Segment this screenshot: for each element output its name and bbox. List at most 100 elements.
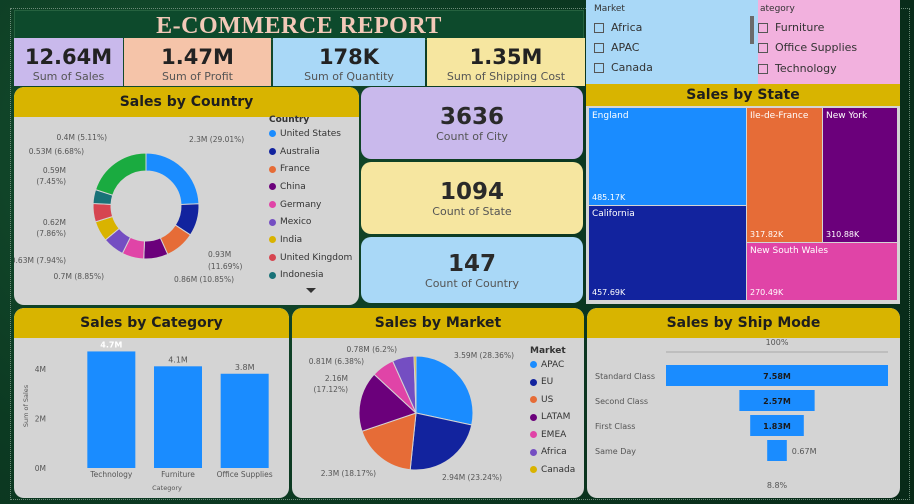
legend-dot bbox=[269, 218, 276, 226]
treemap-tile-england[interactable]: England 485.17K bbox=[589, 108, 746, 205]
count-label: Count of City bbox=[436, 130, 508, 143]
kpi-sum-of-profit[interactable]: 1.47M Sum of Profit bbox=[124, 38, 271, 86]
pie-slice[interactable] bbox=[415, 355, 474, 426]
x-tick-label: Technology bbox=[89, 470, 133, 479]
legend-item[interactable]: Australia bbox=[269, 143, 357, 161]
checkbox[interactable] bbox=[594, 42, 604, 53]
legend-item[interactable]: France bbox=[269, 160, 357, 178]
market-pie-chart[interactable]: 3.59M (28.36%) 2.94M (23.24%) 2.3M (18.17%… bbox=[292, 308, 584, 498]
sales-by-state-panel[interactable]: Sales by State England 485.17K Ile-de-Fr… bbox=[586, 84, 900, 304]
funnel-bar[interactable] bbox=[666, 365, 888, 386]
data-label: 0.86M (10.85%) bbox=[174, 275, 234, 284]
legend-item[interactable]: APAC bbox=[530, 356, 584, 374]
legend-dot bbox=[269, 183, 276, 191]
x-tick-label: Furniture bbox=[161, 470, 195, 479]
count-of-state-card[interactable]: 1094 Count of State bbox=[361, 162, 583, 234]
market-legend: Market APAC EU US LATAM EMEA Africa Canada bbox=[530, 346, 584, 479]
funnel-bar[interactable] bbox=[750, 415, 804, 436]
legend-item[interactable]: Germany bbox=[269, 196, 357, 214]
bar-label: 4.1M bbox=[168, 355, 188, 364]
count-of-country-card[interactable]: 147 Count of Country bbox=[361, 237, 583, 303]
category-bar-chart[interactable]: 4M 2M 0M Sum of Sales 4.7M Technology 4.1M Furn… bbox=[14, 308, 289, 498]
legend-label: Australia bbox=[280, 146, 320, 157]
funnel-bar[interactable] bbox=[739, 390, 815, 411]
treemap-tile-ile-de-france[interactable]: Ile-de-France 317.82K bbox=[747, 108, 822, 242]
treemap-tile-new-york[interactable]: New York 310.88K bbox=[823, 108, 897, 242]
bar[interactable] bbox=[220, 373, 269, 468]
panel-title: Sales by Category bbox=[14, 308, 289, 338]
market-slicer[interactable]: Market Africa APAC Canada bbox=[586, 0, 758, 86]
data-label: 0.62M bbox=[43, 218, 66, 227]
tile-name: New York bbox=[826, 111, 868, 121]
checkbox[interactable] bbox=[594, 22, 604, 33]
legend-item[interactable]: Indonesia bbox=[269, 267, 357, 285]
legend-item[interactable]: EMEA bbox=[530, 426, 584, 444]
slicer-item-furniture[interactable]: Furniture bbox=[758, 21, 824, 34]
sales-by-category-panel[interactable]: Sales by Category 4M 2M 0M Sum of Sales 4.7M… bbox=[14, 308, 289, 498]
legend-dot bbox=[530, 361, 537, 369]
count-value: 147 bbox=[447, 251, 496, 277]
slicer-item-africa[interactable]: Africa bbox=[594, 21, 642, 34]
category-slicer[interactable]: ategory Furniture Office Supplies Techno… bbox=[758, 0, 900, 86]
data-label: 0.4M (5.11%) bbox=[57, 133, 108, 142]
panel-title: Sales by State bbox=[586, 84, 900, 106]
count-of-city-card[interactable]: 3636 Count of City bbox=[361, 87, 583, 159]
tile-value: 317.82K bbox=[750, 230, 784, 239]
sales-by-ship-mode-panel[interactable]: Sales by Ship Mode 100% Standard Class 7.5… bbox=[587, 308, 900, 498]
checkbox[interactable] bbox=[758, 22, 768, 33]
legend-item[interactable]: Africa bbox=[530, 444, 584, 462]
legend-item[interactable]: LATAM bbox=[530, 409, 584, 427]
legend-label: EMEA bbox=[541, 429, 567, 440]
treemap-tile-new-south-wales[interactable]: New South Wales 270.49K bbox=[747, 243, 897, 300]
kpi-sum-of-quantity[interactable]: 178K Sum of Quantity bbox=[273, 38, 425, 86]
tile-value: 485.17K bbox=[592, 193, 626, 202]
treemap-tile-california[interactable]: California 457.69K bbox=[589, 206, 746, 300]
legend-label: United Kingdom bbox=[280, 252, 353, 263]
slicer-header: ategory bbox=[760, 4, 795, 14]
legend-label: Africa bbox=[541, 447, 567, 458]
kpi-sum-of-sales[interactable]: 12.64M Sum of Sales bbox=[14, 38, 123, 86]
donut-slice[interactable] bbox=[145, 152, 200, 206]
checkbox[interactable] bbox=[758, 63, 768, 74]
slicer-item-office-supplies[interactable]: Office Supplies bbox=[758, 41, 857, 54]
legend-item[interactable]: Canada bbox=[530, 461, 584, 479]
slicer-item-label: Furniture bbox=[775, 21, 825, 34]
country-donut-chart[interactable]: 2.3M (29.01%) 0.93M (11.69%) 0.86M (10.85%)… bbox=[14, 87, 359, 305]
checkbox[interactable] bbox=[594, 62, 604, 73]
legend-item[interactable]: US bbox=[530, 391, 584, 409]
legend-label: Germany bbox=[280, 199, 322, 210]
legend-dot bbox=[530, 431, 537, 439]
kpi-value: 1.35M bbox=[469, 45, 543, 69]
legend-item[interactable]: United States bbox=[269, 125, 357, 143]
ship-mode-funnel-chart[interactable]: 100% Standard Class 7.58M Second Class 2.57M… bbox=[587, 308, 900, 498]
bar[interactable] bbox=[87, 351, 136, 468]
legend-item[interactable]: China bbox=[269, 178, 357, 196]
sales-by-market-panel[interactable]: Sales by Market 3.59M (28.36%) 2.94M (23.… bbox=[292, 308, 584, 498]
legend-dot bbox=[269, 165, 276, 173]
slicer-scrollbar[interactable] bbox=[750, 16, 754, 44]
legend-item[interactable]: EU bbox=[530, 374, 584, 392]
kpi-sum-of-shipping-cost[interactable]: 1.35M Sum of Shipping Cost bbox=[427, 38, 585, 86]
count-value: 3636 bbox=[439, 104, 504, 130]
pie-slice[interactable] bbox=[409, 412, 473, 471]
legend-label: India bbox=[280, 234, 303, 245]
legend-item[interactable]: India bbox=[269, 231, 357, 249]
count-label: Count of State bbox=[432, 205, 512, 218]
checkbox[interactable] bbox=[758, 42, 768, 53]
pie-slice[interactable] bbox=[413, 355, 417, 414]
slicer-item-technology[interactable]: Technology bbox=[758, 62, 837, 75]
data-label: 0.63M (7.94%) bbox=[14, 256, 66, 265]
bar[interactable] bbox=[154, 366, 202, 468]
legend-item[interactable]: Mexico bbox=[269, 213, 357, 231]
pie-slice[interactable] bbox=[358, 373, 417, 432]
chevron-down-icon[interactable] bbox=[306, 288, 316, 293]
legend-item[interactable]: United Kingdom bbox=[269, 249, 357, 267]
slicer-item-canada[interactable]: Canada bbox=[594, 61, 653, 74]
sales-by-country-panel[interactable]: Sales by Country 2.3M (29.01%) 0.93M (11.6… bbox=[14, 87, 359, 305]
donut-slice[interactable] bbox=[94, 152, 147, 196]
funnel-bar[interactable] bbox=[767, 440, 787, 461]
slicer-item-apac[interactable]: APAC bbox=[594, 41, 639, 54]
legend-label: US bbox=[541, 394, 554, 405]
data-label: 2.16M bbox=[325, 374, 348, 383]
kpi-label: Sum of Quantity bbox=[304, 70, 394, 83]
